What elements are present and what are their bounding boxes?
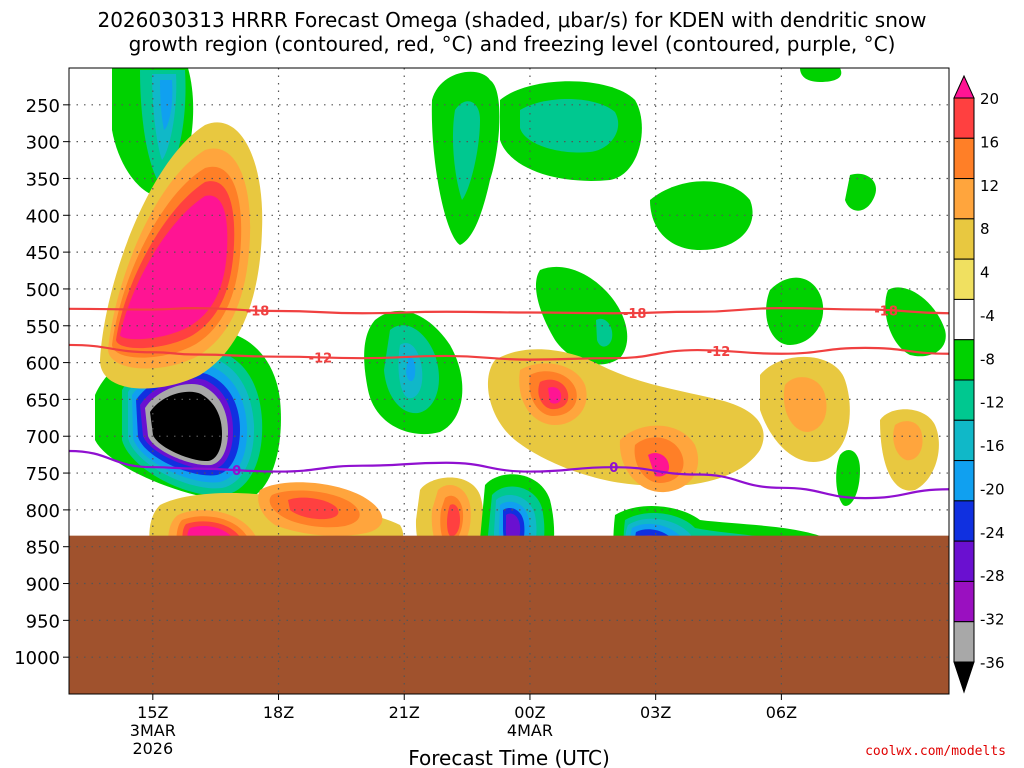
contour-line-m12: [69, 343, 949, 361]
colorbar-swatch: [953, 379, 975, 421]
colorbar-swatch: [953, 339, 975, 381]
contour-label: 0: [609, 461, 618, 476]
colorbar-label: -28: [980, 567, 1005, 585]
y-tick-label: 300: [26, 133, 60, 154]
colorbar-label: 20: [980, 90, 999, 108]
colorbar-label: 4: [980, 264, 990, 282]
colorbar-bottom-arrow: [953, 661, 975, 694]
colorbar-swatch: [953, 500, 975, 542]
omega-region: [406, 357, 416, 382]
x-tick-date: 4MAR: [507, 721, 553, 740]
omega-region: [800, 68, 842, 82]
colorbar-label: -16: [980, 437, 1005, 455]
contour-line-0: [69, 449, 949, 500]
omega-region: [520, 98, 619, 153]
colorbar-label: -8: [980, 350, 995, 368]
colorbar-swatch: [953, 97, 975, 139]
omega-region: [893, 421, 923, 461]
omega-region: [766, 277, 824, 345]
contour-label: -12: [707, 345, 731, 360]
colorbar-top-arrow: [953, 74, 975, 99]
y-tick-label: 750: [26, 464, 60, 485]
colorbar: 20 16 12 8 4 -4 -8 -12 -16 -20 -24 -28 -32 -36: [953, 74, 1005, 694]
colorbar-swatch: [953, 178, 975, 220]
omega-region: [783, 377, 827, 432]
omega-region: [288, 497, 339, 520]
y-tick-label: 900: [26, 575, 60, 596]
colorbar-label: -32: [980, 611, 1005, 629]
colorbar-label: 16: [980, 133, 999, 151]
colorbar-swatch: [953, 218, 975, 260]
y-axis: 250 300 350 400 450 500 550 600 650 700 750 800 850 9…: [14, 96, 69, 669]
x-axis-title: Forecast Time (UTC): [408, 746, 610, 768]
contour-lines: -18 -18 -18 -12 -12 0 0: [69, 304, 949, 500]
colorbar-label: 12: [980, 177, 999, 195]
x-tick-label: 18Z: [263, 703, 294, 722]
omega-region: [452, 101, 480, 200]
colorbar-swatch: [953, 298, 975, 341]
omega-region: [650, 181, 753, 250]
y-tick-label: 850: [26, 538, 60, 559]
omega-region: [596, 318, 613, 347]
y-tick-label: 250: [26, 96, 60, 117]
colorbar-label: -12: [980, 394, 1005, 412]
y-tick-label: 800: [26, 501, 60, 522]
omega-region: [836, 450, 860, 506]
y-tick-label: 700: [26, 427, 60, 448]
x-tick-label: 06Z: [766, 703, 797, 722]
colorbar-label: -36: [980, 654, 1005, 672]
omega-region: [120, 195, 228, 340]
y-tick-label: 650: [26, 390, 60, 411]
contour-label: 0: [232, 464, 241, 479]
chart-title-line1: 2026030313 HRRR Forecast Omega (shaded, …: [97, 8, 927, 32]
plot-frame: [68, 67, 950, 695]
y-tick-label: 1000: [14, 648, 60, 669]
contour-label: -18: [874, 304, 898, 319]
y-tick-label: 400: [26, 206, 60, 227]
y-tick-label: 500: [26, 280, 60, 301]
x-tick-date: 3MAR: [130, 721, 176, 740]
contour-label: -18: [623, 307, 647, 322]
omega-region: [885, 287, 946, 357]
colorbar-label: 8: [980, 220, 990, 238]
x-tick-label: 00Z: [514, 703, 545, 722]
chart-title-line2: growth region (contoured, red, °C) and f…: [128, 32, 896, 56]
ground-area: [69, 535, 949, 694]
colorbar-swatch: [953, 580, 975, 623]
y-tick-label: 950: [26, 611, 60, 632]
omega-region: [535, 266, 628, 365]
colorbar-label: -24: [980, 524, 1005, 542]
contour-line-m18: [69, 306, 949, 315]
omega-shading: [95, 68, 946, 609]
omega-region: [447, 504, 460, 537]
y-tick-label: 450: [26, 243, 60, 264]
contour-label: -12: [309, 351, 333, 366]
x-tick-label: 15Z: [137, 703, 168, 722]
contour-label: -18: [246, 304, 270, 319]
x-tick-label: 21Z: [389, 703, 420, 722]
colorbar-swatch: [953, 419, 975, 462]
y-tick-label: 550: [26, 317, 60, 338]
colorbar-label: -20: [980, 480, 1005, 498]
colorbar-swatch: [953, 621, 975, 663]
credit-link[interactable]: coolwx.com/modelts: [865, 744, 1006, 759]
omega-region: [160, 80, 173, 130]
colorbar-label: -4: [980, 307, 995, 325]
colorbar-swatch: [953, 258, 975, 300]
omega-region: [150, 391, 222, 462]
colorbar-swatch: [953, 540, 975, 582]
x-tick-year: 2026: [132, 739, 173, 758]
x-tick-label: 03Z: [640, 703, 671, 722]
colorbar-swatch: [953, 137, 975, 180]
omega-region: [845, 173, 876, 211]
y-tick-label: 350: [26, 169, 60, 190]
colorbar-swatch: [953, 460, 975, 502]
y-tick-label: 600: [26, 354, 60, 375]
